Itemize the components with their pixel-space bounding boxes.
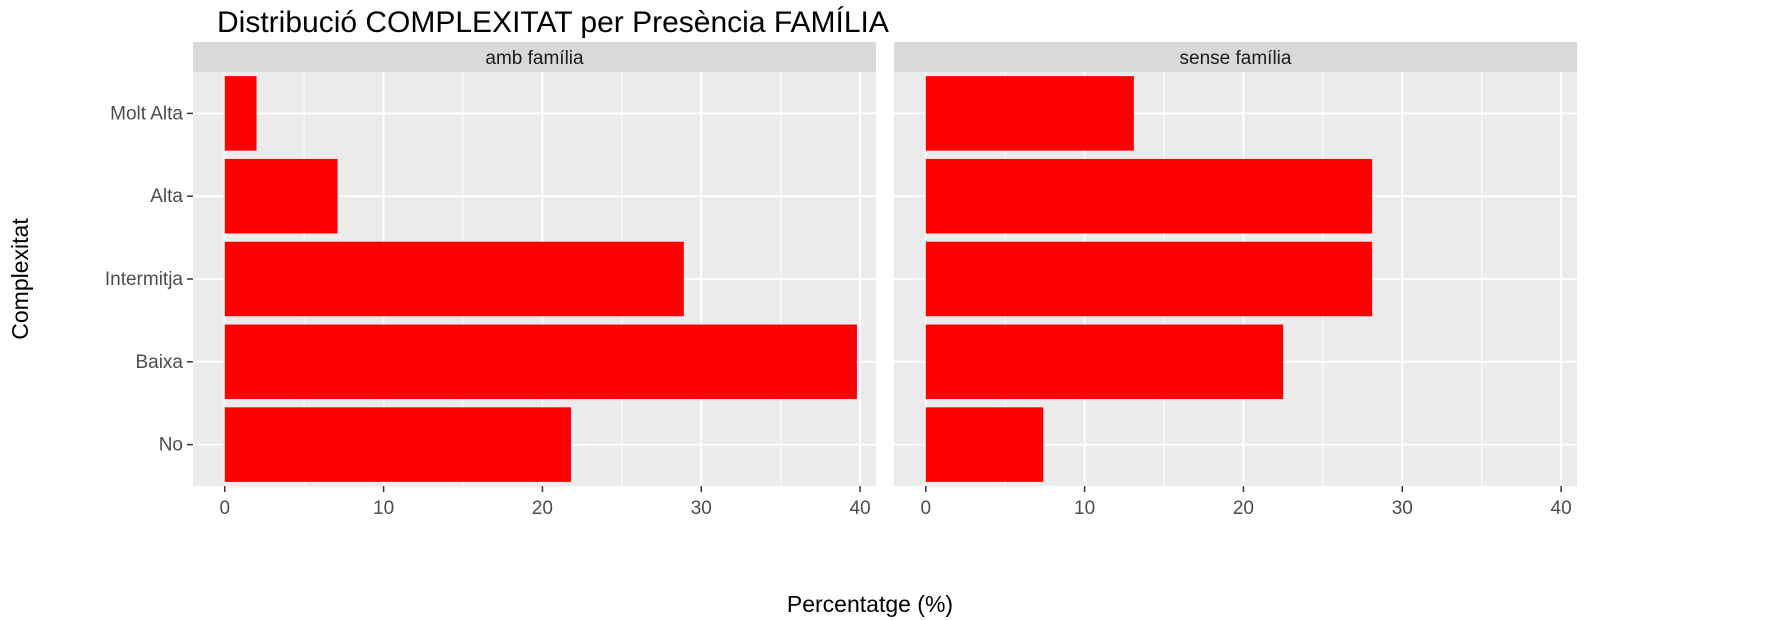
y-tick-label: No xyxy=(159,435,183,456)
bar xyxy=(224,241,684,317)
x-tick-label: 30 xyxy=(1392,498,1413,519)
y-tick-label: Alta xyxy=(150,186,183,207)
facet-panel: amb família 0 10 20 30 40 xyxy=(193,42,876,519)
x-tick-label: 40 xyxy=(850,498,871,519)
x-tick-label: 0 xyxy=(920,498,931,519)
bar xyxy=(925,324,1284,400)
x-tick-label: 30 xyxy=(691,498,712,519)
bar xyxy=(925,241,1373,317)
bar xyxy=(925,407,1044,482)
x-tick-label: 10 xyxy=(373,498,394,519)
y-tick-label: Baixa xyxy=(135,352,183,373)
facet-panel: sense família 0 10 20 30 40 xyxy=(894,42,1577,519)
x-tick-label: 40 xyxy=(1551,498,1572,519)
bar xyxy=(224,407,572,482)
bar xyxy=(224,158,338,234)
bar xyxy=(224,324,857,400)
x-tick-label: 20 xyxy=(1233,498,1254,519)
y-tick-label: Molt Alta xyxy=(110,103,183,124)
bar xyxy=(925,76,1134,151)
x-tick-label: 10 xyxy=(1074,498,1095,519)
x-tick-label: 20 xyxy=(532,498,553,519)
x-tick-label: 0 xyxy=(219,498,230,519)
plot-area: amb família 0 10 20 30 40 sense família 0 10 20 30… xyxy=(105,42,1577,519)
facet-strip-label: sense família xyxy=(1180,48,1292,69)
facet-strip xyxy=(894,42,1577,72)
facet-strip-label: amb família xyxy=(485,48,584,69)
bar xyxy=(925,158,1373,234)
y-tick-label: Intermitja xyxy=(105,269,184,290)
bar xyxy=(224,76,257,151)
y-axis-title: Complexitat xyxy=(7,218,33,340)
facet-strip xyxy=(193,42,876,72)
chart-title: Distribució COMPLEXITAT per Presència FA… xyxy=(217,6,889,39)
x-axis-title: Percentatge (%) xyxy=(787,591,953,617)
